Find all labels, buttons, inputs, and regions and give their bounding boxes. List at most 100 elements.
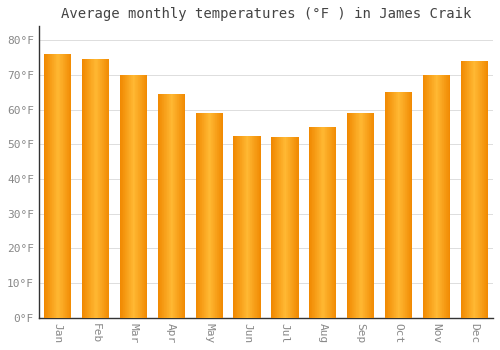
Bar	[101, 59, 102, 318]
Bar	[460, 61, 462, 318]
Bar	[88, 59, 89, 318]
Bar	[99, 59, 100, 318]
Bar	[481, 61, 482, 318]
Bar	[399, 92, 400, 318]
Bar	[309, 127, 310, 318]
Bar	[252, 136, 253, 318]
Bar	[354, 113, 355, 318]
Bar	[58, 54, 59, 318]
Bar	[84, 59, 85, 318]
Bar	[439, 75, 440, 318]
Bar	[445, 75, 446, 318]
Bar	[348, 113, 349, 318]
Bar	[204, 113, 205, 318]
Bar	[362, 113, 364, 318]
Bar	[315, 127, 316, 318]
Bar	[242, 136, 243, 318]
Bar	[56, 54, 57, 318]
Bar	[297, 138, 298, 318]
Bar	[238, 136, 239, 318]
Bar	[220, 113, 221, 318]
Bar	[433, 75, 434, 318]
Bar	[199, 113, 200, 318]
Bar	[278, 138, 279, 318]
Bar	[393, 92, 394, 318]
Bar	[52, 54, 53, 318]
Bar	[478, 61, 479, 318]
Bar	[86, 59, 88, 318]
Bar	[126, 75, 128, 318]
Bar	[437, 75, 438, 318]
Bar	[468, 61, 469, 318]
Bar	[283, 138, 284, 318]
Bar	[176, 94, 178, 318]
Bar	[122, 75, 124, 318]
Bar	[312, 127, 313, 318]
Bar	[385, 92, 386, 318]
Bar	[245, 136, 246, 318]
Bar	[294, 138, 295, 318]
Bar	[135, 75, 136, 318]
Bar	[296, 138, 297, 318]
Bar	[448, 75, 450, 318]
Bar	[356, 113, 357, 318]
Bar	[426, 75, 428, 318]
Bar	[239, 136, 240, 318]
Bar	[244, 136, 245, 318]
Bar	[243, 136, 244, 318]
Bar	[318, 127, 320, 318]
Bar	[70, 54, 72, 318]
Bar	[210, 113, 212, 318]
Bar	[322, 127, 324, 318]
Bar	[285, 138, 286, 318]
Bar	[106, 59, 107, 318]
Bar	[51, 54, 52, 318]
Bar	[93, 59, 94, 318]
Bar	[292, 138, 293, 318]
Bar	[124, 75, 126, 318]
Bar	[240, 136, 241, 318]
Bar	[98, 59, 99, 318]
Bar	[211, 113, 212, 318]
Bar	[206, 113, 207, 318]
Bar	[96, 59, 97, 318]
Bar	[291, 138, 292, 318]
Bar	[216, 113, 218, 318]
Bar	[95, 59, 96, 318]
Bar	[370, 113, 371, 318]
Bar	[330, 127, 331, 318]
Bar	[372, 113, 373, 318]
Bar	[44, 54, 45, 318]
Bar	[271, 138, 272, 318]
Bar	[141, 75, 142, 318]
Bar	[220, 113, 222, 318]
Bar	[97, 59, 98, 318]
Bar	[203, 113, 204, 318]
Bar	[391, 92, 392, 318]
Bar	[387, 92, 388, 318]
Bar	[278, 138, 280, 318]
Bar	[207, 113, 208, 318]
Bar	[49, 54, 50, 318]
Bar	[335, 127, 336, 318]
Bar	[213, 113, 214, 318]
Bar	[359, 113, 360, 318]
Bar	[386, 92, 387, 318]
Bar	[272, 138, 274, 318]
Bar	[202, 113, 203, 318]
Bar	[364, 113, 366, 318]
Bar	[449, 75, 450, 318]
Bar	[234, 136, 236, 318]
Bar	[137, 75, 138, 318]
Bar	[159, 94, 160, 318]
Bar	[196, 113, 197, 318]
Bar	[422, 75, 424, 318]
Bar	[361, 113, 362, 318]
Bar	[130, 75, 131, 318]
Bar	[208, 113, 209, 318]
Bar	[480, 61, 481, 318]
Bar	[178, 94, 179, 318]
Bar	[441, 75, 442, 318]
Bar	[405, 92, 406, 318]
Bar	[102, 59, 103, 318]
